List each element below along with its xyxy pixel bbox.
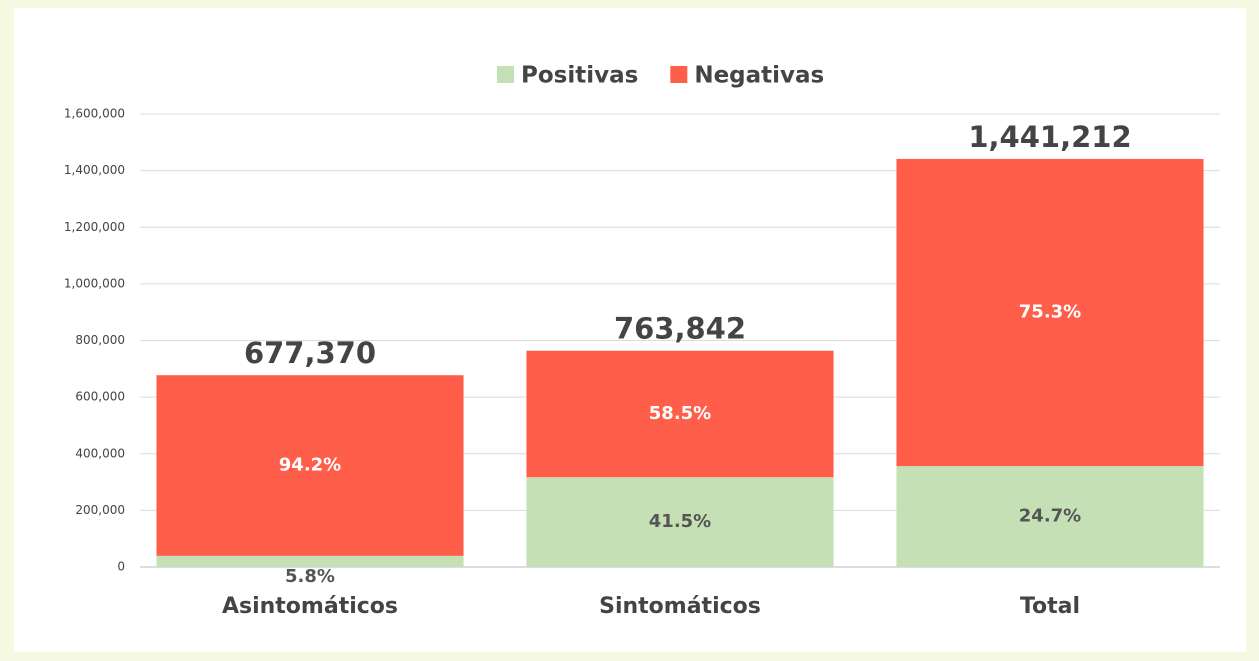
bar-segment [156,555,464,567]
data-label: 75.3% [1019,302,1081,323]
total-label: 763,842 [614,312,746,346]
x-tick-label: Total [1020,594,1080,619]
legend-label: Positivas [521,63,638,89]
data-label: 58.5% [649,403,711,424]
y-tick-label: 1,600,000 [64,107,125,121]
total-label: 677,370 [244,336,376,370]
x-tick-label: Sintomáticos [599,594,761,619]
bar-segment [896,466,1204,567]
data-label: 24.7% [1019,506,1081,527]
data-label: 5.8% [285,566,335,587]
y-tick-label: 800,000 [75,333,125,347]
legend-label: Negativas [694,63,824,89]
x-tick-label: Asintomáticos [222,594,398,619]
y-tick-label: 0 [117,560,125,574]
y-tick-label: 1,400,000 [64,163,125,177]
y-tick-label: 400,000 [75,446,125,460]
bar-segment [156,375,464,556]
total-label: 1,441,212 [968,120,1131,154]
data-label: 41.5% [649,511,711,532]
bar-segment [526,350,834,478]
y-tick-label: 1,000,000 [64,276,125,290]
legend-swatch [670,66,688,83]
y-tick-label: 1,200,000 [64,220,125,234]
legend-swatch [497,66,514,83]
bar-segment [896,158,1204,467]
y-tick-label: 600,000 [75,390,125,404]
data-label: 94.2% [279,455,341,476]
bar-segment [526,477,834,567]
y-tick-label: 200,000 [75,503,125,517]
